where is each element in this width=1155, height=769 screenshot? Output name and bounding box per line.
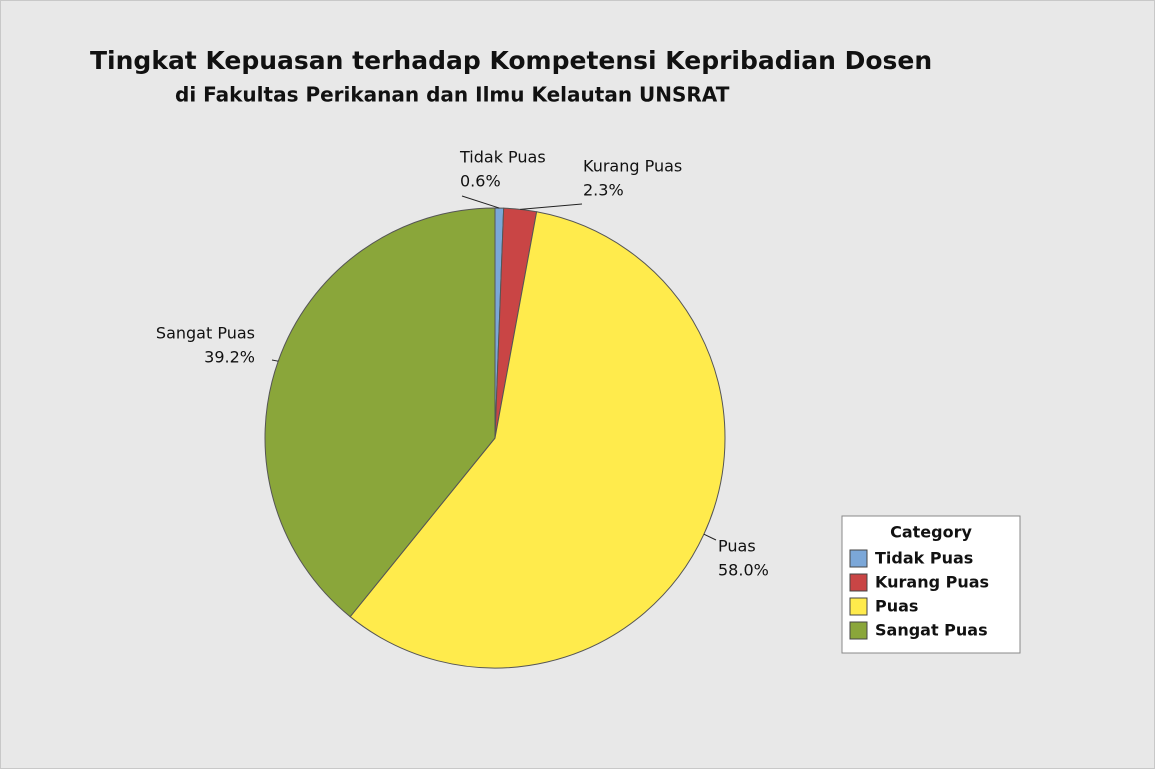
slice-label: Puas — [718, 537, 756, 556]
legend-box — [841, 515, 1021, 654]
legend-swatch — [849, 621, 868, 640]
pie-slice — [349, 211, 726, 669]
leader-line — [271, 359, 279, 362]
slice-label: Sangat Puas — [156, 324, 255, 343]
slice-value-label: 58.0% — [718, 561, 769, 580]
legend-title: Category — [890, 523, 972, 542]
legend-swatch — [849, 549, 868, 568]
legend-swatch — [849, 597, 868, 616]
slice-label: Tidak Puas — [459, 148, 546, 167]
legend-label: Sangat Puas — [875, 621, 988, 640]
leader-line — [461, 195, 500, 209]
leader-line — [520, 203, 583, 210]
chart-subtitle: di Fakultas Perikanan dan Ilmu Kelautan … — [175, 83, 730, 107]
legend-swatch — [849, 573, 868, 592]
slice-label: Kurang Puas — [583, 157, 682, 176]
legend-label: Puas — [875, 597, 918, 616]
chart-title: Tingkat Kepuasan terhadap Kompetensi Kep… — [90, 46, 932, 75]
legend-label: Tidak Puas — [875, 549, 973, 568]
slice-value-label: 2.3% — [583, 181, 624, 200]
pie-slice — [264, 207, 496, 618]
slice-value-label: 0.6% — [460, 172, 501, 191]
leader-line — [703, 533, 717, 541]
legend-label: Kurang Puas — [875, 573, 989, 592]
slice-value-label: 39.2% — [204, 348, 255, 367]
